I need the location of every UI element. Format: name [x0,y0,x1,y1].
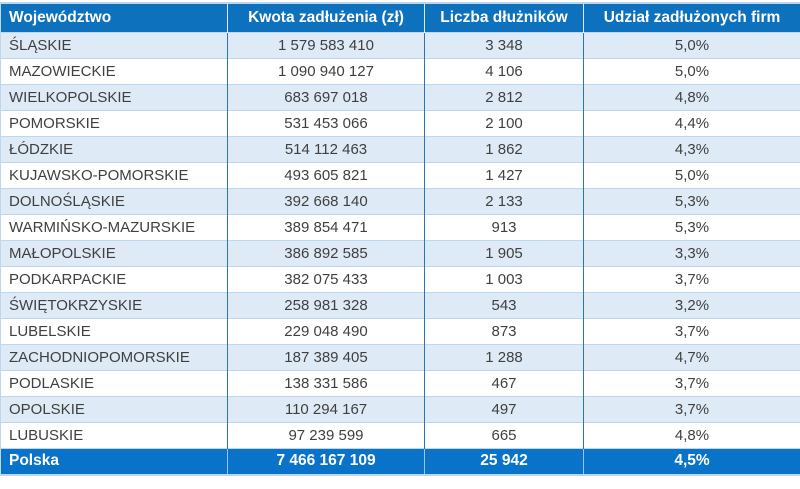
table-row: PODKARPACKIE 382 075 433 1 003 3,7% [0,265,800,292]
column-header-liczba-dluznikow: Liczba dłużników [424,3,584,32]
total-label: Polska [0,447,228,475]
cell-liczba-dluznikow: 873 [424,317,584,344]
table-row: WIELKOPOLSKIE 683 697 018 2 812 4,8% [0,83,800,110]
debt-table-wrapper: Województwo Kwota zadłużenia (zł) Liczba… [0,2,800,476]
cell-udzial-zadluzonych-firm: 4,8% [583,83,800,110]
cell-kwota-zadluzenia: 514 112 463 [227,135,425,162]
cell-liczba-dluznikow: 665 [424,421,584,448]
cell-kwota-zadluzenia: 97 239 599 [227,421,425,448]
cell-wojewodztwo: ŁÓDZKIE [0,135,228,162]
cell-liczba-dluznikow: 1 905 [424,239,584,266]
total-row: Polska 7 466 167 109 25 942 4,5% [0,447,800,475]
cell-liczba-dluznikow: 543 [424,291,584,318]
cell-wojewodztwo: DOLNOŚLĄSKIE [0,187,228,214]
cell-udzial-zadluzonych-firm: 4,7% [583,343,800,370]
cell-udzial-zadluzonych-firm: 5,3% [583,213,800,240]
table-row: ŚLĄSKIE 1 579 583 410 3 348 5,0% [0,31,800,58]
cell-kwota-zadluzenia: 389 854 471 [227,213,425,240]
cell-wojewodztwo: ŚLĄSKIE [0,31,228,58]
table-row: ŚWIĘTOKRZYSKIE 258 981 328 543 3,2% [0,291,800,318]
cell-udzial-zadluzonych-firm: 3,3% [583,239,800,266]
cell-udzial-zadluzonych-firm: 4,3% [583,135,800,162]
table-footer: Polska 7 466 167 109 25 942 4,5% [0,447,800,475]
cell-wojewodztwo: WARMIŃSKO-MAZURSKIE [0,213,228,240]
cell-udzial-zadluzonych-firm: 3,7% [583,369,800,396]
cell-kwota-zadluzenia: 110 294 167 [227,395,425,422]
cell-wojewodztwo: WIELKOPOLSKIE [0,83,228,110]
total-udzial: 4,5% [583,447,800,475]
table-row: MAZOWIECKIE 1 090 940 127 4 106 5,0% [0,57,800,84]
cell-kwota-zadluzenia: 382 075 433 [227,265,425,292]
cell-liczba-dluznikow: 3 348 [424,31,584,58]
cell-kwota-zadluzenia: 1 090 940 127 [227,57,425,84]
table-header: Województwo Kwota zadłużenia (zł) Liczba… [0,3,800,32]
total-kwota: 7 466 167 109 [227,447,425,475]
cell-liczba-dluznikow: 913 [424,213,584,240]
cell-liczba-dluznikow: 2 812 [424,83,584,110]
cell-wojewodztwo: MAŁOPOLSKIE [0,239,228,266]
cell-liczba-dluznikow: 467 [424,369,584,396]
column-header-udzial-zadluzonych-firm: Udział zadłużonych firm [583,3,800,32]
cell-kwota-zadluzenia: 493 605 821 [227,161,425,188]
cell-liczba-dluznikow: 1 862 [424,135,584,162]
table-row: LUBELSKIE 229 048 490 873 3,7% [0,317,800,344]
column-header-wojewodztwo: Województwo [0,3,228,32]
cell-kwota-zadluzenia: 258 981 328 [227,291,425,318]
cell-liczba-dluznikow: 4 106 [424,57,584,84]
cell-wojewodztwo: LUBELSKIE [0,317,228,344]
cell-wojewodztwo: ŚWIĘTOKRZYSKIE [0,291,228,318]
cell-kwota-zadluzenia: 1 579 583 410 [227,31,425,58]
cell-kwota-zadluzenia: 138 331 586 [227,369,425,396]
cell-udzial-zadluzonych-firm: 3,7% [583,395,800,422]
cell-kwota-zadluzenia: 531 453 066 [227,109,425,136]
cell-kwota-zadluzenia: 683 697 018 [227,83,425,110]
table-body: ŚLĄSKIE 1 579 583 410 3 348 5,0% MAZOWIECKIE… [0,31,800,448]
cell-wojewodztwo: MAZOWIECKIE [0,57,228,84]
cell-liczba-dluznikow: 2 100 [424,109,584,136]
total-liczba: 25 942 [424,447,584,475]
cell-liczba-dluznikow: 1 427 [424,161,584,188]
voivodeship-debt-table: Województwo Kwota zadłużenia (zł) Liczba… [0,2,800,476]
table-row: LUBUSKIE 97 239 599 665 4,8% [0,421,800,448]
cell-wojewodztwo: LUBUSKIE [0,421,228,448]
cell-wojewodztwo: KUJAWSKO-POMORSKIE [0,161,228,188]
cell-udzial-zadluzonych-firm: 4,8% [583,421,800,448]
table-row: OPOLSKIE 110 294 167 497 3,7% [0,395,800,422]
cell-udzial-zadluzonych-firm: 3,2% [583,291,800,318]
cell-liczba-dluznikow: 497 [424,395,584,422]
table-row: DOLNOŚLĄSKIE 392 668 140 2 133 5,3% [0,187,800,214]
cell-udzial-zadluzonych-firm: 4,4% [583,109,800,136]
cell-udzial-zadluzonych-firm: 5,3% [583,187,800,214]
table-row: POMORSKIE 531 453 066 2 100 4,4% [0,109,800,136]
table-row: ZACHODNIOPOMORSKIE 187 389 405 1 288 4,7% [0,343,800,370]
table-row: PODLASKIE 138 331 586 467 3,7% [0,369,800,396]
cell-wojewodztwo: PODLASKIE [0,369,228,396]
cell-kwota-zadluzenia: 392 668 140 [227,187,425,214]
cell-udzial-zadluzonych-firm: 5,0% [583,161,800,188]
cell-kwota-zadluzenia: 187 389 405 [227,343,425,370]
cell-udzial-zadluzonych-firm: 3,7% [583,317,800,344]
cell-wojewodztwo: PODKARPACKIE [0,265,228,292]
table-row: WARMIŃSKO-MAZURSKIE 389 854 471 913 5,3% [0,213,800,240]
cell-udzial-zadluzonych-firm: 5,0% [583,31,800,58]
table-row: ŁÓDZKIE 514 112 463 1 862 4,3% [0,135,800,162]
cell-udzial-zadluzonych-firm: 3,7% [583,265,800,292]
cell-wojewodztwo: ZACHODNIOPOMORSKIE [0,343,228,370]
cell-wojewodztwo: POMORSKIE [0,109,228,136]
cell-liczba-dluznikow: 1 003 [424,265,584,292]
header-row: Województwo Kwota zadłużenia (zł) Liczba… [0,3,800,32]
cell-liczba-dluznikow: 1 288 [424,343,584,370]
cell-wojewodztwo: OPOLSKIE [0,395,228,422]
table-row: KUJAWSKO-POMORSKIE 493 605 821 1 427 5,0% [0,161,800,188]
table-row: MAŁOPOLSKIE 386 892 585 1 905 3,3% [0,239,800,266]
cell-liczba-dluznikow: 2 133 [424,187,584,214]
column-header-kwota-zadluzenia: Kwota zadłużenia (zł) [227,3,425,32]
cell-udzial-zadluzonych-firm: 5,0% [583,57,800,84]
cell-kwota-zadluzenia: 229 048 490 [227,317,425,344]
cell-kwota-zadluzenia: 386 892 585 [227,239,425,266]
